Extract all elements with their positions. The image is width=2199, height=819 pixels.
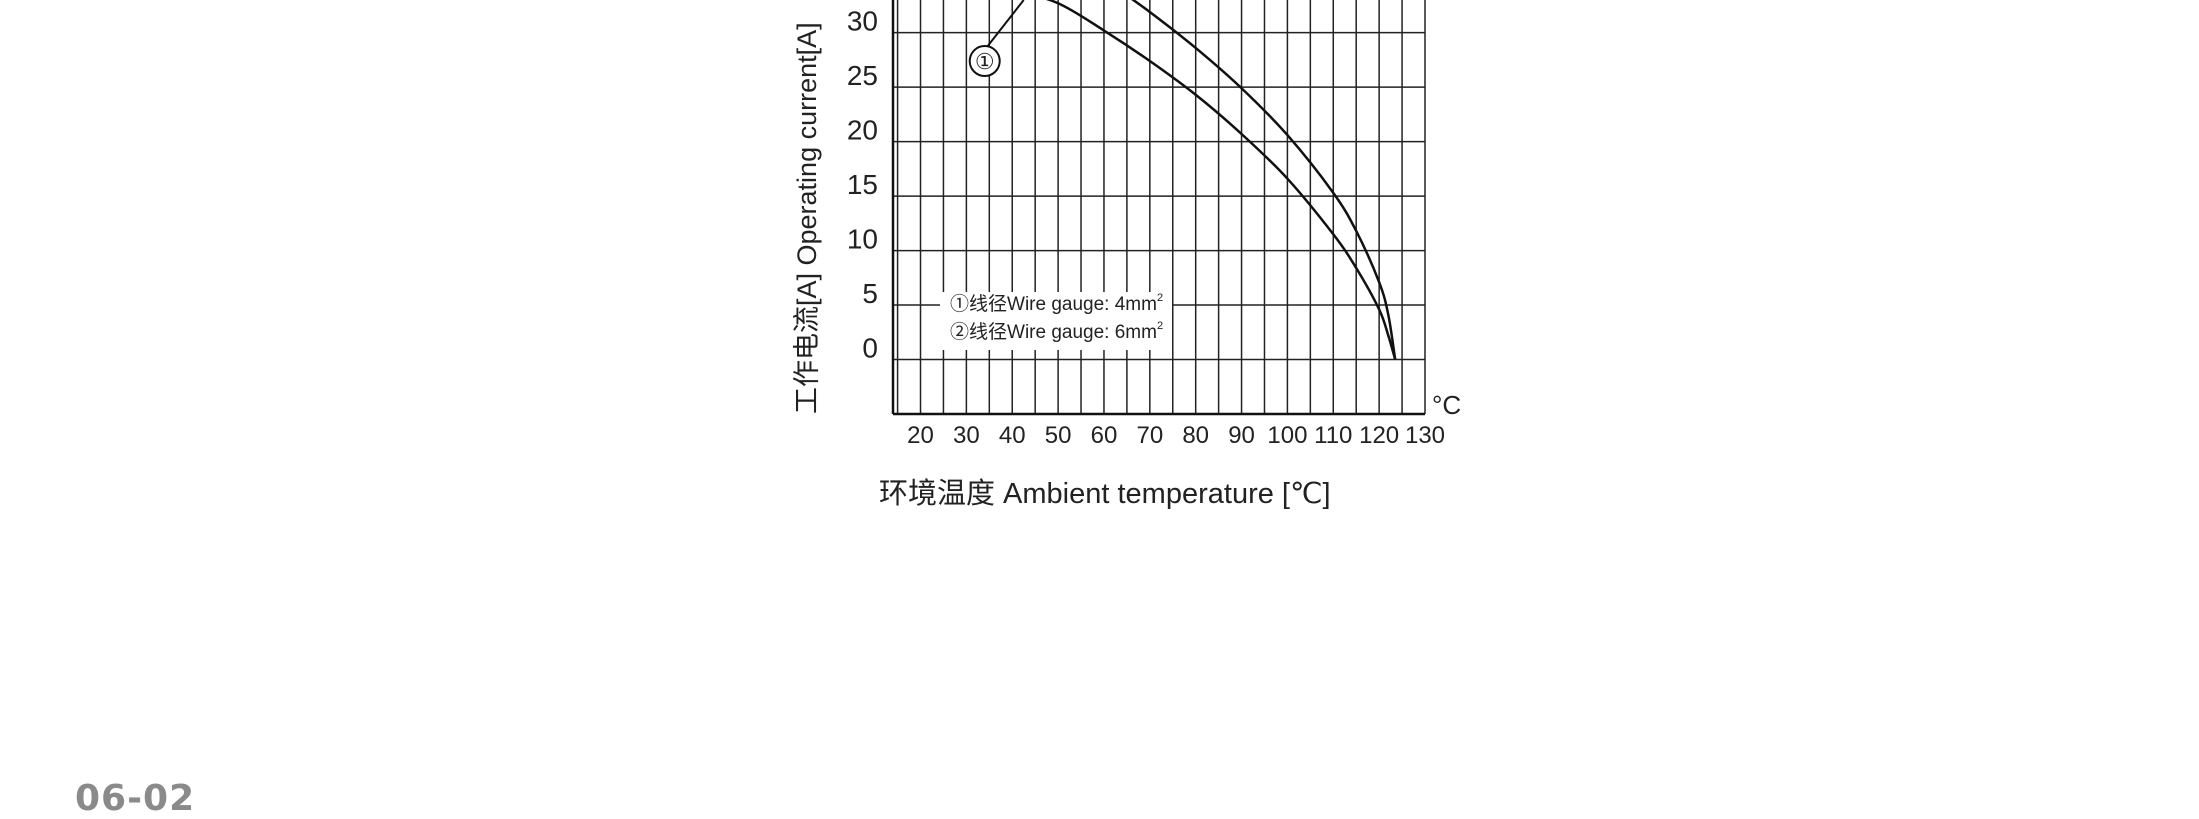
- series-line-2: [1131, 0, 1397, 360]
- chart-legend: ①线径Wire gauge: 4mm2 ②线径Wire gauge: 6mm2: [940, 292, 1172, 350]
- legend-background: [940, 292, 1172, 350]
- x-tick-label: 70: [1136, 422, 1163, 449]
- x-tick-label: 90: [1228, 422, 1255, 449]
- annotation-number: ①: [975, 49, 995, 74]
- legend-entry-6mm-label: 线径Wire gauge: 6mm: [969, 321, 1157, 343]
- y-tick-label: 0: [862, 333, 878, 364]
- x-axis-label: 环境温度 Ambient temperature [℃]: [879, 477, 1331, 510]
- legend-entry-6mm-sup: 2: [1157, 320, 1163, 332]
- x-tick-label: 50: [1045, 422, 1072, 449]
- annotation-circle: [968, 45, 1001, 78]
- chart-grid: [893, 0, 1426, 415]
- y-tick-labels: 0 5 10 15 20 25 30: [847, 6, 878, 364]
- x-unit-label: °C: [1432, 390, 1461, 420]
- y-tick-label: 15: [847, 169, 878, 200]
- x-tick-label: 60: [1091, 422, 1118, 449]
- y-tick-label: 25: [847, 60, 878, 91]
- legend-entry-4mm-sup: 2: [1157, 292, 1163, 304]
- x-tick-label: 30: [953, 422, 980, 449]
- x-tick-label: 110: [1314, 422, 1352, 449]
- x-tick-labels: 20 30 40 50 60 70 80 90 100 110 120 130: [907, 422, 1445, 449]
- y-axis-label: 工作电流[A] Operating current[A]: [792, 22, 822, 414]
- legend-entry-4mm: ①线径Wire gauge: 4mm2: [950, 292, 1163, 315]
- chart-curves: [1046, 0, 1397, 360]
- x-tick-label: 80: [1182, 422, 1209, 449]
- curve-annotation: ①: [968, 0, 1025, 78]
- x-tick-label: 120: [1359, 422, 1399, 449]
- y-tick-label: 20: [847, 115, 878, 146]
- x-tick-label: 20: [907, 422, 934, 449]
- legend-entry-4mm-label: 线径Wire gauge: 4mm: [969, 293, 1157, 315]
- y-tick-label: 30: [847, 6, 878, 37]
- legend-entry-6mm: ②线径Wire gauge: 6mm2: [950, 320, 1163, 343]
- chart-axes: [891, 0, 1425, 416]
- legend-entry-6mm-text: ②: [950, 321, 969, 343]
- legend-entry-4mm-text: ①: [950, 293, 969, 315]
- page-number: 06-02: [75, 778, 196, 819]
- series-line-1: [1046, 0, 1397, 360]
- y-tick-label: 5: [862, 278, 878, 309]
- x-tick-label: 40: [999, 422, 1026, 449]
- x-tick-label: 100: [1267, 422, 1307, 449]
- y-tick-label: 10: [847, 224, 878, 255]
- x-tick-label: 130: [1405, 422, 1445, 449]
- annotation-leader-line: [986, 0, 1025, 47]
